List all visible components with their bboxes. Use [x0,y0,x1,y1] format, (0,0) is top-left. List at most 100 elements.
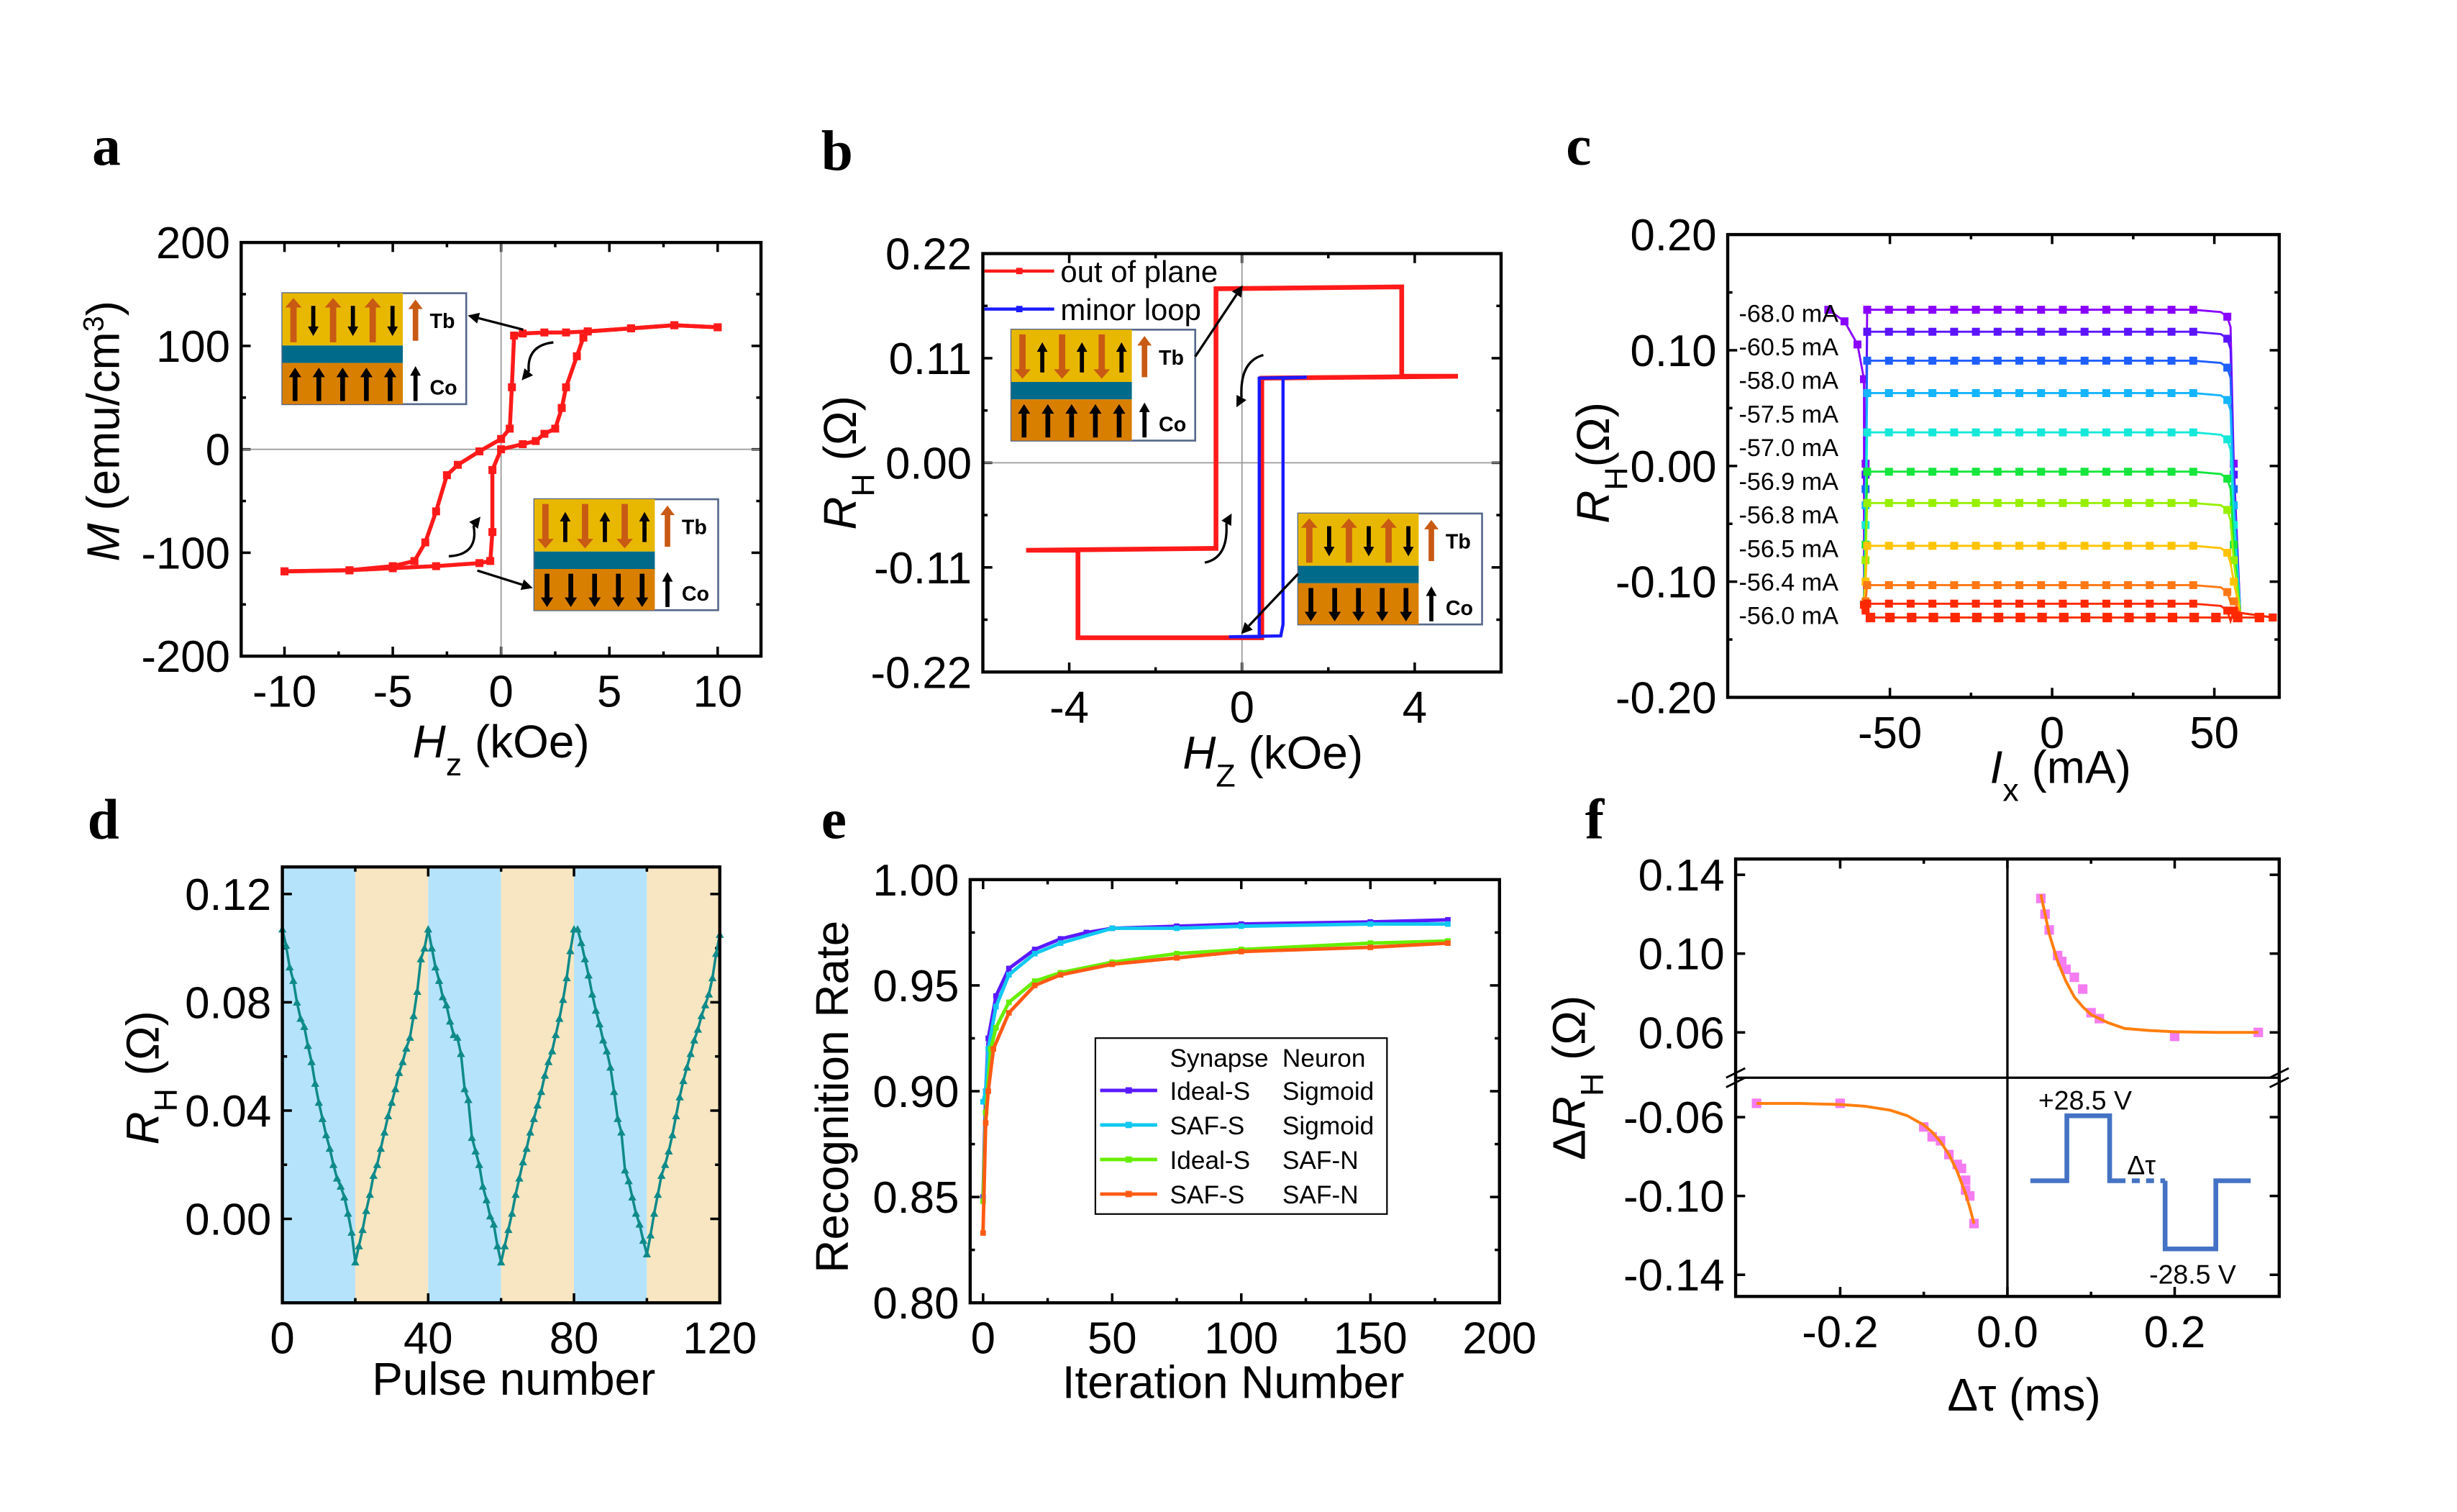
y-axis-label-part: R [117,1111,169,1144]
data-point [1884,356,1893,365]
data-point [1971,327,1980,336]
y-axis-label-part: H [148,1088,183,1111]
data-point [1971,306,1980,314]
data-point [424,925,433,933]
data-point [690,1036,698,1044]
data-point [985,1035,991,1042]
tb-layer [282,293,404,346]
series-1 [981,922,1448,1103]
data-point [445,1017,455,1025]
data-point [497,434,506,443]
data-point [2253,1027,2264,1037]
data-point [438,993,447,1001]
x-tick-label: 0 [270,1314,294,1364]
y-axis-label-part: ) [78,301,129,316]
tb-moment-arrow-icon-head [285,298,302,308]
data-point [329,1160,338,1168]
data-point [2230,578,2238,586]
data-point [1859,375,1869,383]
curve-label: -56.8 mA [1738,502,1838,529]
data-point [475,559,484,568]
data-point [1928,542,1937,550]
data-point [2223,474,2232,483]
data-point [2015,542,2024,550]
y-tick-label: 0.85 [872,1173,959,1223]
data-point [1367,921,1374,927]
curve-label: -56.9 mA [1738,468,1838,496]
tb-moment-arrow-icon-head [1076,342,1088,352]
tb-legend-arrow-icon-head [660,505,675,516]
co-moment-arrow-icon-head [1018,404,1031,414]
y-tick-label: 0.20 [1631,211,1717,260]
x-axis-label-part: Δτ (ms) [1947,1369,2100,1421]
data-point [1928,306,1937,314]
data-point [606,1063,615,1071]
data-point [1884,327,1893,336]
data-point [1861,606,1870,615]
x-tick-label: 0 [971,1314,995,1364]
data-point [1971,468,1980,476]
data-point [2080,327,2089,336]
data-point [2167,428,2176,437]
data-point [1445,921,1451,927]
data-point [289,976,298,984]
pointer-arrow [1240,353,1264,398]
data-point [2223,588,2232,596]
data-point [358,1225,367,1234]
data-point [2189,599,2197,608]
data-point [1863,580,1872,589]
spacer-layer [282,345,404,363]
data-point [2080,428,2089,437]
tb-moment-arrow-icon-head [1403,547,1414,557]
data-point [693,1025,703,1033]
data-point [639,1236,648,1244]
data-point [409,1011,418,1019]
data-point [351,1257,360,1266]
x-tick-label: -10 [252,668,316,717]
data-point [1906,327,1915,336]
panel-a: -10 -5 0 5 10 -200 -100 0 100 200 Tb Co Tb Co Hz (kOe)… [78,219,763,783]
y-tick-label: 0.95 [872,962,959,1011]
data-point [1238,923,1244,929]
data-point [1109,925,1116,932]
data-point [2146,306,2154,314]
data-point [628,1193,637,1201]
y-axis-label-part: M [78,523,129,562]
data-point [1863,542,1872,550]
data-point [1109,961,1116,967]
data-point [2015,468,2024,476]
data-point [1884,498,1893,507]
data-point [2069,972,2079,983]
data-point [2167,599,2176,608]
data-point [2102,428,2110,437]
data-point [486,1211,495,1220]
data-point [540,429,549,438]
data-point [1950,428,1959,437]
series-out-of-plane [1026,284,1459,640]
data-point [1906,542,1915,550]
y-tick-label: 0.10 [1638,930,1725,980]
data-point [332,1174,342,1182]
legend-label: minor loop [1060,293,1200,327]
y-axis-label-part: H [846,473,881,496]
y-axis-label: RH(Ω) [1567,402,1634,524]
data-point [1956,1163,1966,1173]
data-point [1884,599,1893,608]
data-point [2102,542,2110,550]
pulse-scheme-inset: +28.5 V Δτ -28.5 V [2030,1085,2251,1290]
data-point [1863,306,1872,314]
data-point [511,1190,520,1198]
data-point [2189,580,2197,589]
data-point [2059,306,2067,314]
co-moment-arrow-icon-head [1328,611,1341,621]
data-point [573,925,582,933]
co-moment-arrow-icon-head [636,597,649,607]
data-point [2061,965,2071,975]
tb-moment-arrow-icon-head [308,326,319,337]
x-axis-label-part: H [413,716,447,768]
data-point [980,1230,986,1236]
data-point [2124,327,2133,336]
x-tick-label: 10 [693,668,742,717]
data-point [1928,327,1937,336]
tb-moment-arrow-icon-head [1093,369,1111,379]
